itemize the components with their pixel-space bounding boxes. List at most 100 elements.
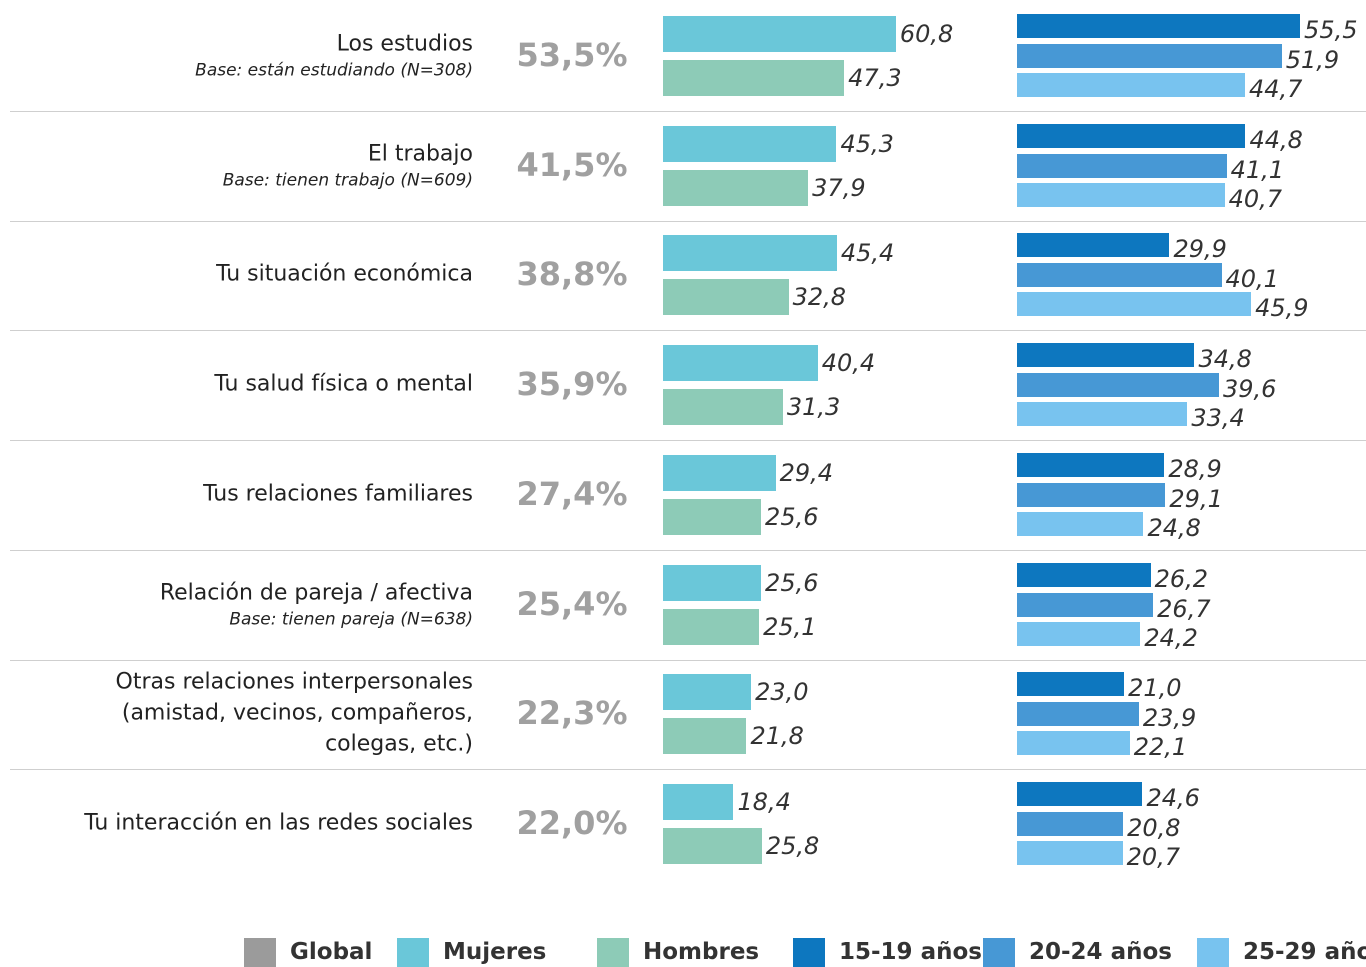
bar — [1017, 452, 1165, 477]
category-name: Tu situación económica — [216, 261, 473, 287]
category-label: Otras relaciones interpersonales (amista… — [0, 667, 473, 760]
bar — [663, 827, 762, 864]
value-label: 34,8 — [1198, 345, 1252, 374]
bar — [1017, 373, 1219, 398]
row-separator — [10, 659, 1366, 661]
value-label: 40,1 — [1225, 265, 1279, 294]
bar — [1017, 123, 1246, 148]
bar — [1017, 482, 1166, 507]
value-label: 45,9 — [1255, 294, 1309, 323]
global-value: 25,4% — [516, 584, 628, 623]
bar — [1017, 44, 1282, 68]
bar — [1017, 731, 1130, 756]
bar — [1017, 263, 1222, 288]
bar — [1017, 781, 1143, 806]
bar — [1017, 811, 1124, 836]
value-label: 18,4 — [737, 787, 791, 816]
value-label: 24,2 — [1144, 623, 1198, 652]
base-note: Base: están estudiando (N=308) — [195, 60, 473, 81]
category-name: Tu salud física o mental — [214, 371, 473, 397]
value-label: 25,1 — [763, 612, 817, 641]
value-label: 21,0 — [1128, 674, 1182, 703]
bar — [663, 60, 845, 96]
row-separator — [10, 440, 1366, 442]
bar — [663, 125, 837, 162]
global-value: 38,8% — [516, 255, 628, 294]
value-label: 25,6 — [765, 502, 819, 531]
value-label: 44,7 — [1248, 75, 1303, 103]
legend-label: Global — [290, 939, 373, 965]
value-label: 24,8 — [1147, 513, 1201, 542]
row-separator — [10, 111, 1366, 112]
value-label: 60,8 — [899, 20, 954, 48]
value-label: 24,6 — [1146, 783, 1200, 812]
bar — [1017, 511, 1144, 536]
legend-swatch — [983, 938, 1015, 967]
value-label: 25,8 — [765, 831, 820, 860]
bar — [1017, 562, 1151, 587]
legend-swatch — [1197, 938, 1229, 967]
legend-label: 25-29 años — [1243, 939, 1366, 965]
category-label: Tu interacción en las redes sociales — [0, 807, 473, 838]
category-name: Los estudios — [336, 31, 473, 57]
category-label: Tu situación económica — [0, 259, 473, 290]
value-label: 20,7 — [1126, 842, 1180, 871]
bar — [663, 279, 789, 316]
value-label: 45,4 — [840, 239, 895, 268]
category-label: Tu salud física o mental — [0, 369, 473, 400]
bar — [1017, 702, 1139, 727]
row-separator — [10, 549, 1366, 551]
value-label: 26,2 — [1154, 564, 1209, 593]
value-label: 22,1 — [1133, 733, 1188, 762]
bar — [1017, 672, 1125, 697]
bar — [1017, 292, 1252, 317]
row-separator — [10, 769, 1366, 771]
category-name: El trabajo — [367, 141, 473, 167]
value-label: 44,8 — [1249, 125, 1303, 154]
category-name: Tus relaciones familiares — [203, 481, 473, 507]
bar — [1017, 343, 1195, 368]
category-label: Tus relaciones familiares — [0, 478, 473, 509]
value-label: 39,6 — [1222, 375, 1277, 404]
bar — [663, 498, 762, 535]
bar — [663, 235, 837, 272]
row-separator — [10, 330, 1366, 332]
global-value: 41,5% — [516, 145, 628, 184]
global-value: 22,3% — [516, 694, 628, 733]
bar — [663, 454, 776, 491]
value-label: 21,8 — [750, 722, 804, 751]
value-label: 45,3 — [840, 129, 894, 158]
category-label: Los estudios Base: están estudiando (N=30… — [0, 29, 473, 82]
global-value: 22,0% — [516, 803, 628, 842]
value-label: 25,6 — [765, 568, 819, 597]
bar — [1017, 621, 1141, 646]
legend-label: Mujeres — [443, 939, 547, 965]
category-label: Relación de pareja / afectiva Base: tiene… — [0, 577, 473, 630]
category-label: El trabajo Base: tienen trabajo (N=609) — [0, 138, 473, 191]
bar — [1017, 182, 1225, 207]
bar — [663, 564, 762, 601]
value-label: 40,7 — [1228, 184, 1282, 213]
bar — [1017, 73, 1245, 97]
value-label: 29,4 — [779, 458, 834, 487]
value-label: 33,4 — [1191, 404, 1245, 433]
value-label: 26,7 — [1157, 594, 1211, 623]
legend-label: 15-19 años — [839, 939, 982, 965]
legend-swatch — [597, 938, 629, 967]
global-value: 35,9% — [516, 365, 628, 404]
legend-swatch — [244, 938, 276, 967]
bar — [1017, 402, 1188, 427]
global-value: 53,5% — [516, 36, 628, 74]
bar — [663, 608, 760, 645]
value-label: 20,8 — [1127, 813, 1181, 842]
value-label: 29,1 — [1169, 484, 1223, 513]
bar — [663, 783, 734, 820]
value-label: 37,9 — [812, 173, 866, 202]
value-label: 41,1 — [1230, 155, 1285, 184]
bar — [663, 16, 896, 52]
bar — [1017, 592, 1154, 617]
bar — [1017, 840, 1123, 865]
category-name: Tu interacción en las redes sociales — [84, 810, 473, 836]
value-label: 32,8 — [792, 283, 847, 312]
